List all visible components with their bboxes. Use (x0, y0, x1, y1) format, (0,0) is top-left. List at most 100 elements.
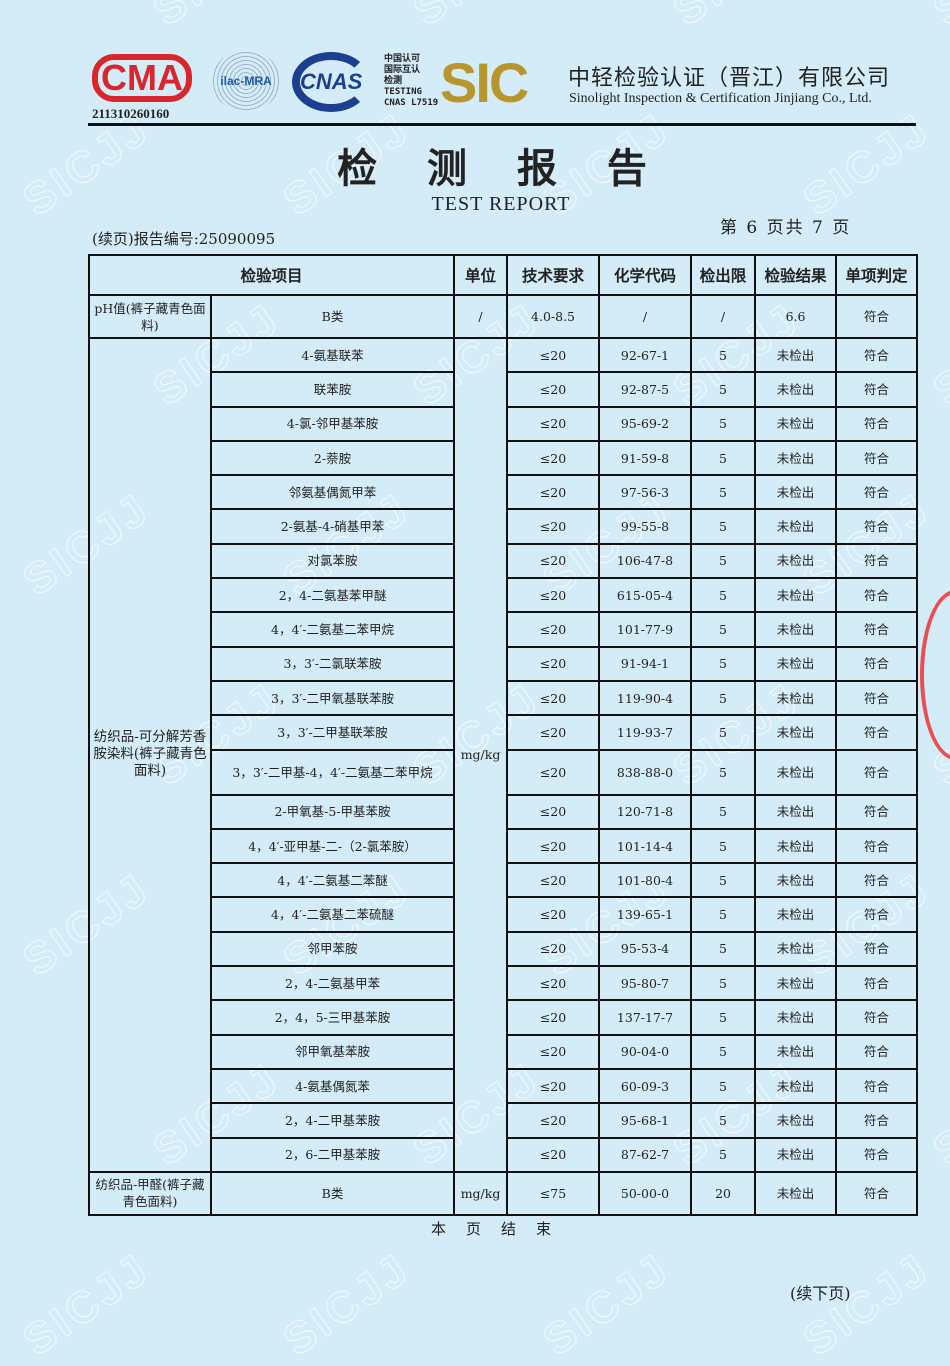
item: 2-甲氧基-5-甲基苯胺 (209, 793, 456, 830)
table-row: 纺织品-甲醛(裤子藏青色面料) B类 mg/kg ≤75 50-00-0 20 未检出 符合 (88, 1170, 919, 1216)
result: 未检出 (754, 474, 838, 511)
code: 91-94-1 (598, 645, 693, 682)
code: 101-80-4 (598, 862, 693, 899)
verdict: 符合 (835, 542, 919, 580)
limit: 5 (690, 439, 757, 477)
item: 4，4′-二氨基二苯醚 (209, 862, 456, 899)
result: 未检出 (754, 896, 838, 933)
category: 纺织品-甲醛(裤子藏青色面料) (88, 1170, 212, 1216)
result: 未检出 (754, 1136, 838, 1173)
result: 未检出 (754, 862, 838, 899)
limit: 5 (690, 965, 757, 1002)
table-row: 邻甲苯胺 ≤20 95-53-4 5 未检出 符合 (89, 930, 919, 968)
table-row: 2，4-二氨基苯甲醚 ≤20 615-05-4 5 未检出 符合 (89, 577, 919, 614)
item: 2-氨基-4-硝基甲苯 (209, 508, 456, 545)
result: 未检出 (754, 1170, 838, 1216)
verdict: 符合 (835, 1136, 919, 1173)
table-row: 检验项目 单位 技术要求 化学代码 检出限 检验结果 单项判定 (87, 254, 919, 296)
verdict: 符合 (835, 1067, 919, 1105)
table-row: 4，4′-二氨基二苯醚 ≤20 101-80-4 5 未检出 符合 (89, 862, 919, 899)
watermark: SICJJ (404, 0, 550, 36)
verdict: 符合 (835, 645, 919, 682)
cnas-text-line: 国际互认 (384, 65, 421, 75)
item: B类 (209, 1170, 456, 1216)
verdict: 符合 (835, 439, 919, 477)
header-rule (88, 123, 916, 126)
result: 未检出 (754, 1067, 838, 1105)
category: 纺织品-可分解芳香胺染料(裤子藏青色面料) (88, 337, 212, 1173)
limit: 5 (690, 577, 757, 614)
verdict: 符合 (835, 1170, 919, 1216)
limit: 5 (690, 679, 757, 717)
limit: 5 (690, 999, 757, 1036)
watermark: SICJJ (534, 1243, 680, 1366)
cnas-text-line: 中国认可 (384, 54, 421, 64)
limit: 5 (690, 930, 757, 968)
limit: 5 (690, 611, 757, 648)
header-item: 检验项目 (87, 254, 456, 296)
item: 2-萘胺 (209, 439, 456, 477)
verdict: 符合 (835, 999, 919, 1036)
requirement: ≤20 (506, 1102, 601, 1139)
code: 106-47-8 (598, 542, 693, 580)
verdict: 符合 (835, 405, 919, 442)
code: 95-53-4 (598, 930, 693, 968)
watermark: SICJJ (664, 0, 810, 36)
result: 未检出 (754, 439, 838, 477)
item: 3，3′-二甲基-4，4′-二氨基二苯甲烷 (209, 748, 456, 796)
requirement: ≤75 (506, 1170, 601, 1216)
item: 邻甲氧基苯胺 (209, 1033, 456, 1070)
limit: 20 (690, 1170, 757, 1216)
result: 未检出 (754, 748, 838, 796)
company-name-cn: 中轻检验认证（晋江）有限公司 (568, 66, 891, 91)
header-verdict: 单项判定 (835, 254, 919, 296)
item: 3，3′-二甲氧基联苯胺 (209, 679, 456, 717)
watermark: SICJJ (794, 1243, 940, 1366)
requirement: ≤20 (506, 577, 601, 614)
table-row: pH值(裤子藏青色面料) B类/4.0-8.5//6.6 符合 (88, 294, 919, 339)
item: B类 (209, 294, 456, 339)
requirement: ≤20 (506, 1067, 601, 1105)
verdict: 符合 (835, 679, 919, 717)
requirement: ≤20 (506, 1136, 601, 1173)
requirement: ≤20 (506, 508, 601, 545)
limit: 5 (690, 1136, 757, 1173)
requirement: ≤20 (506, 439, 601, 477)
watermark: SICJJ (924, 0, 950, 36)
requirement: ≤20 (506, 1033, 601, 1070)
code: 119-90-4 (598, 679, 693, 717)
verdict: 符合 (835, 508, 919, 545)
result: 未检出 (754, 508, 838, 545)
table-row: 2，4，5-三甲基苯胺 ≤20 137-17-7 5 未检出 符合 (89, 999, 919, 1036)
requirement: ≤20 (506, 474, 601, 511)
limit: 5 (690, 1102, 757, 1139)
verdict: 符合 (835, 1102, 919, 1139)
table-row: 纺织品-可分解芳香胺染料(裤子藏青色面料) 4-氨基联苯 mg/kg ≤20 92-67… (88, 336, 919, 1173)
table-row: 2，6-二甲基苯胺 ≤20 87-62-7 5 未检出 符合 (89, 1136, 919, 1173)
verdict: 符合 (835, 827, 919, 865)
page-info: 第 6 页共 7 页 (720, 218, 852, 238)
code: 139-65-1 (598, 896, 693, 933)
result: 未检出 (754, 611, 838, 648)
cma-number: 211310260160 (92, 106, 170, 121)
verdict: 符合 (835, 793, 919, 830)
result: 未检出 (754, 714, 838, 751)
item: 联苯胺 (209, 371, 456, 408)
limit: 5 (690, 336, 757, 374)
table-row: 2，4-二氨基甲苯 ≤20 95-80-7 5 未检出 符合 (89, 965, 919, 1002)
code: 101-14-4 (598, 827, 693, 865)
requirement: ≤20 (506, 645, 601, 682)
requirement: ≤20 (506, 748, 601, 796)
code: 838-88-0 (598, 748, 693, 796)
code: 97-56-3 (598, 474, 693, 511)
table-row: 邻氨基偶氮甲苯 ≤20 97-56-3 5 未检出 符合 (89, 474, 919, 511)
code: 95-80-7 (598, 965, 693, 1002)
requirement: ≤20 (506, 714, 601, 751)
code: 92-87-5 (598, 371, 693, 408)
requirement: ≤20 (506, 930, 601, 968)
item: 4-氯-邻甲基苯胺 (209, 405, 456, 442)
verdict: 符合 (835, 474, 919, 511)
item: 2，4-二氨基甲苯 (209, 965, 456, 1002)
result: 未检出 (754, 1102, 838, 1139)
category: pH值(裤子藏青色面料) (88, 294, 212, 339)
